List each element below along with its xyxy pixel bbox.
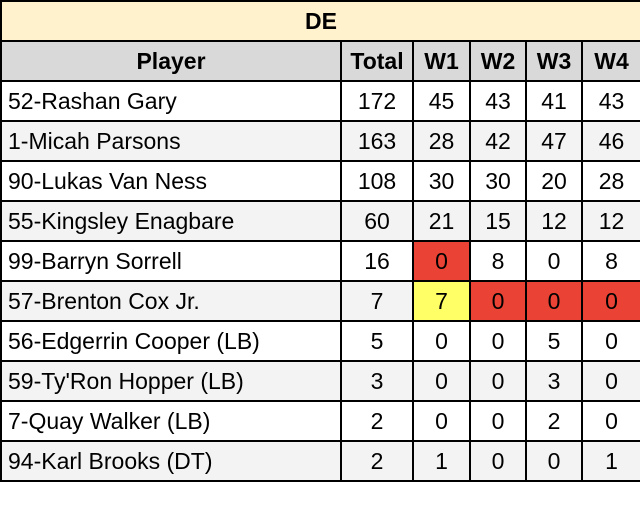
w1-cell: 0 bbox=[412, 320, 471, 362]
player-name: 90-Lukas Van Ness bbox=[0, 160, 342, 202]
player-name: 99-Barryn Sorrell bbox=[0, 240, 342, 282]
header-player: Player bbox=[0, 40, 342, 82]
w1-cell: 30 bbox=[412, 160, 471, 202]
w1-cell: 1 bbox=[412, 440, 471, 482]
w1-cell: 7 bbox=[412, 280, 471, 322]
table-row: 99-Barryn Sorrell 16 0 8 0 8 bbox=[0, 240, 640, 282]
w2-cell: 30 bbox=[469, 160, 527, 202]
total-cell: 2 bbox=[340, 400, 414, 442]
w2-cell: 0 bbox=[469, 280, 527, 322]
header-total: Total bbox=[340, 40, 414, 82]
w2-cell: 42 bbox=[469, 120, 527, 162]
w3-cell: 0 bbox=[525, 440, 583, 482]
w2-cell: 43 bbox=[469, 80, 527, 122]
w3-cell: 20 bbox=[525, 160, 583, 202]
w3-cell: 2 bbox=[525, 400, 583, 442]
table-title: DE bbox=[0, 0, 640, 42]
w4-cell: 28 bbox=[580, 160, 640, 202]
w2-cell: 0 bbox=[469, 440, 527, 482]
w1-cell: 0 bbox=[412, 360, 471, 402]
w4-cell: 1 bbox=[580, 440, 640, 482]
total-cell: 172 bbox=[340, 80, 414, 122]
table-row: 59-Ty'Ron Hopper (LB) 3 0 0 3 0 bbox=[0, 360, 640, 402]
w3-cell: 12 bbox=[525, 200, 583, 242]
w2-cell: 0 bbox=[469, 320, 527, 362]
w3-cell: 47 bbox=[525, 120, 583, 162]
total-cell: 60 bbox=[340, 200, 414, 242]
w2-cell: 0 bbox=[469, 360, 527, 402]
w4-cell: 0 bbox=[580, 360, 640, 402]
table-row: 55-Kingsley Enagbare 60 21 15 12 12 bbox=[0, 200, 640, 242]
player-name: 56-Edgerrin Cooper (LB) bbox=[0, 320, 342, 362]
w4-cell: 46 bbox=[580, 120, 640, 162]
total-cell: 5 bbox=[340, 320, 414, 362]
table-row: 56-Edgerrin Cooper (LB) 5 0 0 5 0 bbox=[0, 320, 640, 362]
w2-cell: 15 bbox=[469, 200, 527, 242]
total-cell: 16 bbox=[340, 240, 414, 282]
total-cell: 108 bbox=[340, 160, 414, 202]
w2-cell: 8 bbox=[469, 240, 527, 282]
header-w1: W1 bbox=[412, 40, 471, 82]
w1-cell: 0 bbox=[412, 240, 471, 282]
total-cell: 163 bbox=[340, 120, 414, 162]
w4-cell: 43 bbox=[580, 80, 640, 122]
player-name: 52-Rashan Gary bbox=[0, 80, 342, 122]
w4-cell: 0 bbox=[580, 280, 640, 322]
w4-cell: 8 bbox=[580, 240, 640, 282]
total-cell: 3 bbox=[340, 360, 414, 402]
header-row: Player Total W1 W2 W3 W4 bbox=[0, 40, 640, 82]
total-cell: 7 bbox=[340, 280, 414, 322]
table-title-row: DE bbox=[0, 0, 640, 42]
header-w2: W2 bbox=[469, 40, 527, 82]
w3-cell: 0 bbox=[525, 240, 583, 282]
player-name: 1-Micah Parsons bbox=[0, 120, 342, 162]
w4-cell: 0 bbox=[580, 400, 640, 442]
header-w4: W4 bbox=[580, 40, 640, 82]
snap-count-table: DE Player Total W1 W2 W3 W4 52-Rashan Ga… bbox=[0, 0, 640, 482]
w3-cell: 41 bbox=[525, 80, 583, 122]
table-row: 94-Karl Brooks (DT) 2 1 0 0 1 bbox=[0, 440, 640, 482]
table-row: 90-Lukas Van Ness 108 30 30 20 28 bbox=[0, 160, 640, 202]
w1-cell: 21 bbox=[412, 200, 471, 242]
total-cell: 2 bbox=[340, 440, 414, 482]
w3-cell: 5 bbox=[525, 320, 583, 362]
table-row: 57-Brenton Cox Jr. 7 7 0 0 0 bbox=[0, 280, 640, 322]
player-name: 59-Ty'Ron Hopper (LB) bbox=[0, 360, 342, 402]
table-row: 1-Micah Parsons 163 28 42 47 46 bbox=[0, 120, 640, 162]
player-name: 57-Brenton Cox Jr. bbox=[0, 280, 342, 322]
table-row: 52-Rashan Gary 172 45 43 41 43 bbox=[0, 80, 640, 122]
w1-cell: 28 bbox=[412, 120, 471, 162]
header-w3: W3 bbox=[525, 40, 583, 82]
player-name: 7-Quay Walker (LB) bbox=[0, 400, 342, 442]
w4-cell: 0 bbox=[580, 320, 640, 362]
player-name: 55-Kingsley Enagbare bbox=[0, 200, 342, 242]
player-name: 94-Karl Brooks (DT) bbox=[0, 440, 342, 482]
w4-cell: 12 bbox=[580, 200, 640, 242]
w1-cell: 45 bbox=[412, 80, 471, 122]
w1-cell: 0 bbox=[412, 400, 471, 442]
w2-cell: 0 bbox=[469, 400, 527, 442]
w3-cell: 0 bbox=[525, 280, 583, 322]
w3-cell: 3 bbox=[525, 360, 583, 402]
table-row: 7-Quay Walker (LB) 2 0 0 2 0 bbox=[0, 400, 640, 442]
